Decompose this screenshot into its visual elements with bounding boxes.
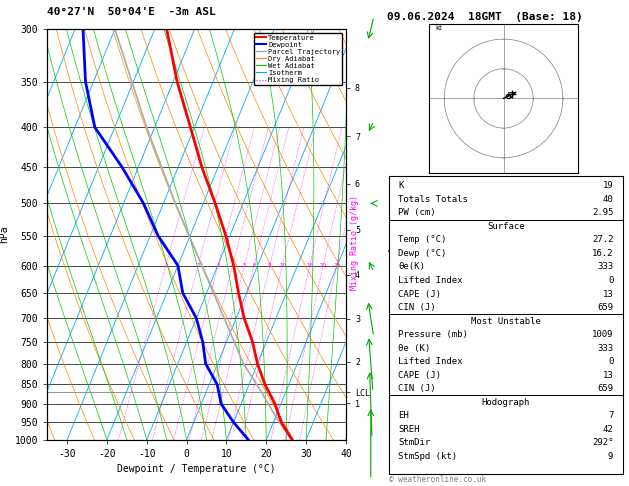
Text: 40: 40 bbox=[603, 195, 613, 204]
Text: 4: 4 bbox=[231, 263, 235, 268]
Text: 5: 5 bbox=[243, 263, 246, 268]
Text: StmSpd (kt): StmSpd (kt) bbox=[398, 452, 457, 461]
Text: SREH: SREH bbox=[398, 425, 420, 434]
Text: K: K bbox=[398, 181, 403, 191]
Text: Lifted Index: Lifted Index bbox=[398, 357, 462, 366]
Y-axis label: km
ASL: km ASL bbox=[387, 235, 403, 254]
Text: Surface: Surface bbox=[487, 222, 525, 231]
Text: Most Unstable: Most Unstable bbox=[470, 316, 541, 326]
Text: 42: 42 bbox=[603, 425, 613, 434]
X-axis label: Dewpoint / Temperature (°C): Dewpoint / Temperature (°C) bbox=[117, 465, 276, 474]
Text: 659: 659 bbox=[597, 384, 613, 393]
Text: CAPE (J): CAPE (J) bbox=[398, 290, 441, 298]
Text: © weatheronline.co.uk: © weatheronline.co.uk bbox=[389, 475, 486, 484]
Text: 09.06.2024  18GMT  (Base: 18): 09.06.2024 18GMT (Base: 18) bbox=[387, 12, 582, 22]
Text: 659: 659 bbox=[597, 303, 613, 312]
Text: StmDir: StmDir bbox=[398, 438, 430, 447]
Text: Temp (°C): Temp (°C) bbox=[398, 235, 447, 244]
Text: 1: 1 bbox=[164, 263, 167, 268]
Text: 1009: 1009 bbox=[592, 330, 613, 339]
Text: 333: 333 bbox=[597, 262, 613, 272]
Text: 27.2: 27.2 bbox=[592, 235, 613, 244]
Text: 40°27'N  50°04'E  -3m ASL: 40°27'N 50°04'E -3m ASL bbox=[47, 7, 216, 17]
Text: 20: 20 bbox=[320, 263, 326, 268]
Text: θe (K): θe (K) bbox=[398, 344, 430, 353]
Y-axis label: hPa: hPa bbox=[0, 226, 9, 243]
Text: 19: 19 bbox=[603, 181, 613, 191]
Text: 2: 2 bbox=[196, 263, 200, 268]
Text: 9: 9 bbox=[608, 452, 613, 461]
Text: 292°: 292° bbox=[592, 438, 613, 447]
Text: 0: 0 bbox=[608, 357, 613, 366]
Text: 8: 8 bbox=[268, 263, 272, 268]
Text: 333: 333 bbox=[597, 344, 613, 353]
Text: PW (cm): PW (cm) bbox=[398, 208, 436, 217]
Text: 10: 10 bbox=[279, 263, 286, 268]
Legend: Temperature, Dewpoint, Parcel Trajectory, Dry Adiabat, Wet Adiabat, Isotherm, Mi: Temperature, Dewpoint, Parcel Trajectory… bbox=[253, 33, 342, 85]
Text: 0: 0 bbox=[608, 276, 613, 285]
Text: 3: 3 bbox=[216, 263, 220, 268]
Text: kt: kt bbox=[435, 25, 442, 31]
Text: EH: EH bbox=[398, 411, 409, 420]
Text: θe(K): θe(K) bbox=[398, 262, 425, 272]
Text: Pressure (mb): Pressure (mb) bbox=[398, 330, 468, 339]
Text: 16: 16 bbox=[306, 263, 313, 268]
Text: CIN (J): CIN (J) bbox=[398, 303, 436, 312]
Text: 13: 13 bbox=[603, 371, 613, 380]
Text: 13: 13 bbox=[603, 290, 613, 298]
Text: 6: 6 bbox=[252, 263, 256, 268]
Text: Lifted Index: Lifted Index bbox=[398, 276, 462, 285]
Text: Dewp (°C): Dewp (°C) bbox=[398, 249, 447, 258]
Text: CAPE (J): CAPE (J) bbox=[398, 371, 441, 380]
Text: 16.2: 16.2 bbox=[592, 249, 613, 258]
Text: 7: 7 bbox=[608, 411, 613, 420]
Text: 25: 25 bbox=[333, 263, 340, 268]
Text: CIN (J): CIN (J) bbox=[398, 384, 436, 393]
Text: Hodograph: Hodograph bbox=[482, 398, 530, 407]
Text: Totals Totals: Totals Totals bbox=[398, 195, 468, 204]
Text: 2.95: 2.95 bbox=[592, 208, 613, 217]
Text: Mixing Ratio (g/kg): Mixing Ratio (g/kg) bbox=[350, 195, 359, 291]
